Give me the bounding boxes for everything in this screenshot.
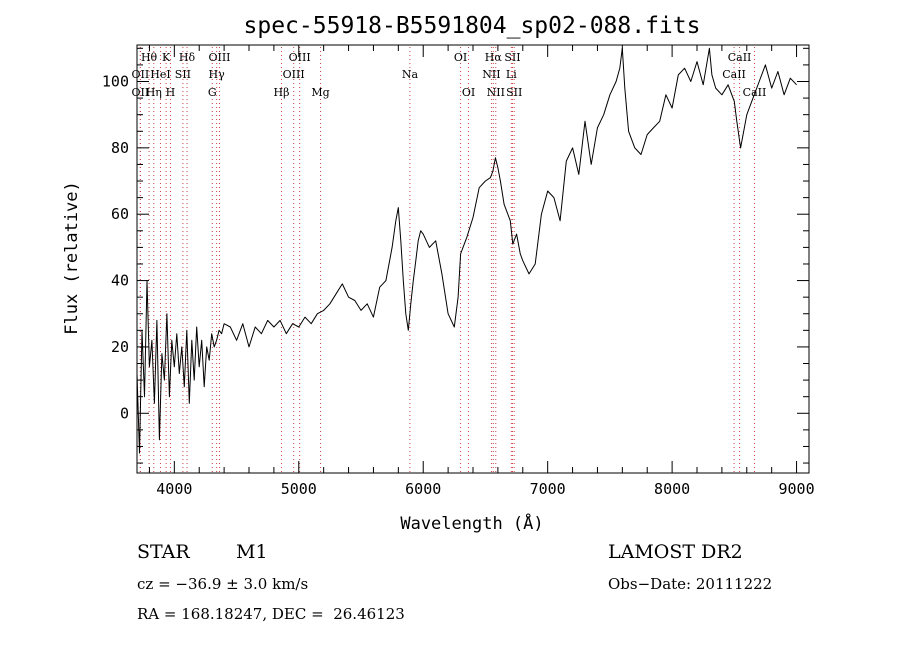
y-axis-label: Flux (relative) (62, 181, 82, 335)
y-tick-label: 80 (111, 139, 129, 157)
y-tick-label: 60 (111, 205, 129, 223)
line-marker-label: OII (132, 68, 150, 81)
redshift-line: cz = −36.9 ± 3.0 km/s (137, 575, 309, 593)
line-marker-label: OI (454, 51, 467, 64)
axis-ticks (137, 45, 809, 473)
obs-date-line: Obs−Date: 20111222 (608, 575, 773, 593)
line-marker-label: Mg (311, 86, 329, 99)
line-marker-label: OIII (208, 51, 230, 64)
x-tick-label: 8000 (654, 480, 690, 498)
line-marker-label: Hη (146, 86, 162, 99)
line-marker-label: OIII (283, 68, 305, 81)
line-marker-label: OI (462, 86, 475, 99)
x-axis-label: Wavelength (Å) (400, 512, 543, 534)
x-tick-label: 6000 (405, 480, 441, 498)
x-tick-label: 9000 (778, 480, 814, 498)
line-marker-label: Hβ (274, 86, 290, 99)
spectrum-series-line (136, 47, 797, 454)
line-marker-label: SII (506, 86, 522, 99)
x-tick-label: 5000 (281, 480, 317, 498)
line-marker-label: H (166, 86, 176, 99)
line-marker-label: Hθ (141, 51, 158, 64)
line-marker-label: CaII (728, 51, 752, 64)
line-marker-label: NII (482, 68, 500, 81)
line-marker-label: G (208, 86, 217, 99)
line-marker-label: OIII (289, 51, 311, 64)
line-marker-label: Na (402, 68, 419, 81)
line-marker-label: NII (487, 86, 505, 99)
y-tick-label: 100 (102, 72, 129, 90)
axis-tick-labels: 4000 5000 6000 7000 8000 9000 0 20 40 60 80 100 (102, 72, 815, 498)
coordinates-line: RA = 168.18247, DEC = 26.46123 (137, 605, 405, 623)
y-tick-label: 40 (111, 272, 129, 290)
line-marker-label: Li (506, 68, 517, 81)
line-marker-label: SII (175, 68, 191, 81)
object-subclass: M1 (236, 541, 268, 563)
line-marker-label: HeI (150, 68, 170, 81)
line-marker-label: Hγ (209, 68, 226, 81)
line-marker-label: Hα (485, 51, 503, 64)
line-marker-label: OII (132, 86, 150, 99)
line-marker-label: Hδ (179, 51, 196, 64)
x-tick-label: 4000 (156, 480, 192, 498)
y-tick-label: 20 (111, 338, 129, 356)
plot-frame (136, 44, 810, 474)
line-marker-label: SII (504, 51, 520, 64)
y-tick-label: 0 (120, 404, 129, 422)
line-marker-label: K (162, 51, 171, 64)
survey-name: LAMOST DR2 (608, 541, 743, 563)
line-marker-label: CaII (722, 68, 746, 81)
chart-title: spec-55918-B5591804_sp02-088.fits (244, 13, 701, 39)
line-marker-group (139, 47, 755, 473)
line-marker-label: CaII (743, 86, 767, 99)
x-tick-label: 7000 (530, 480, 566, 498)
object-class: STAR (137, 541, 190, 563)
